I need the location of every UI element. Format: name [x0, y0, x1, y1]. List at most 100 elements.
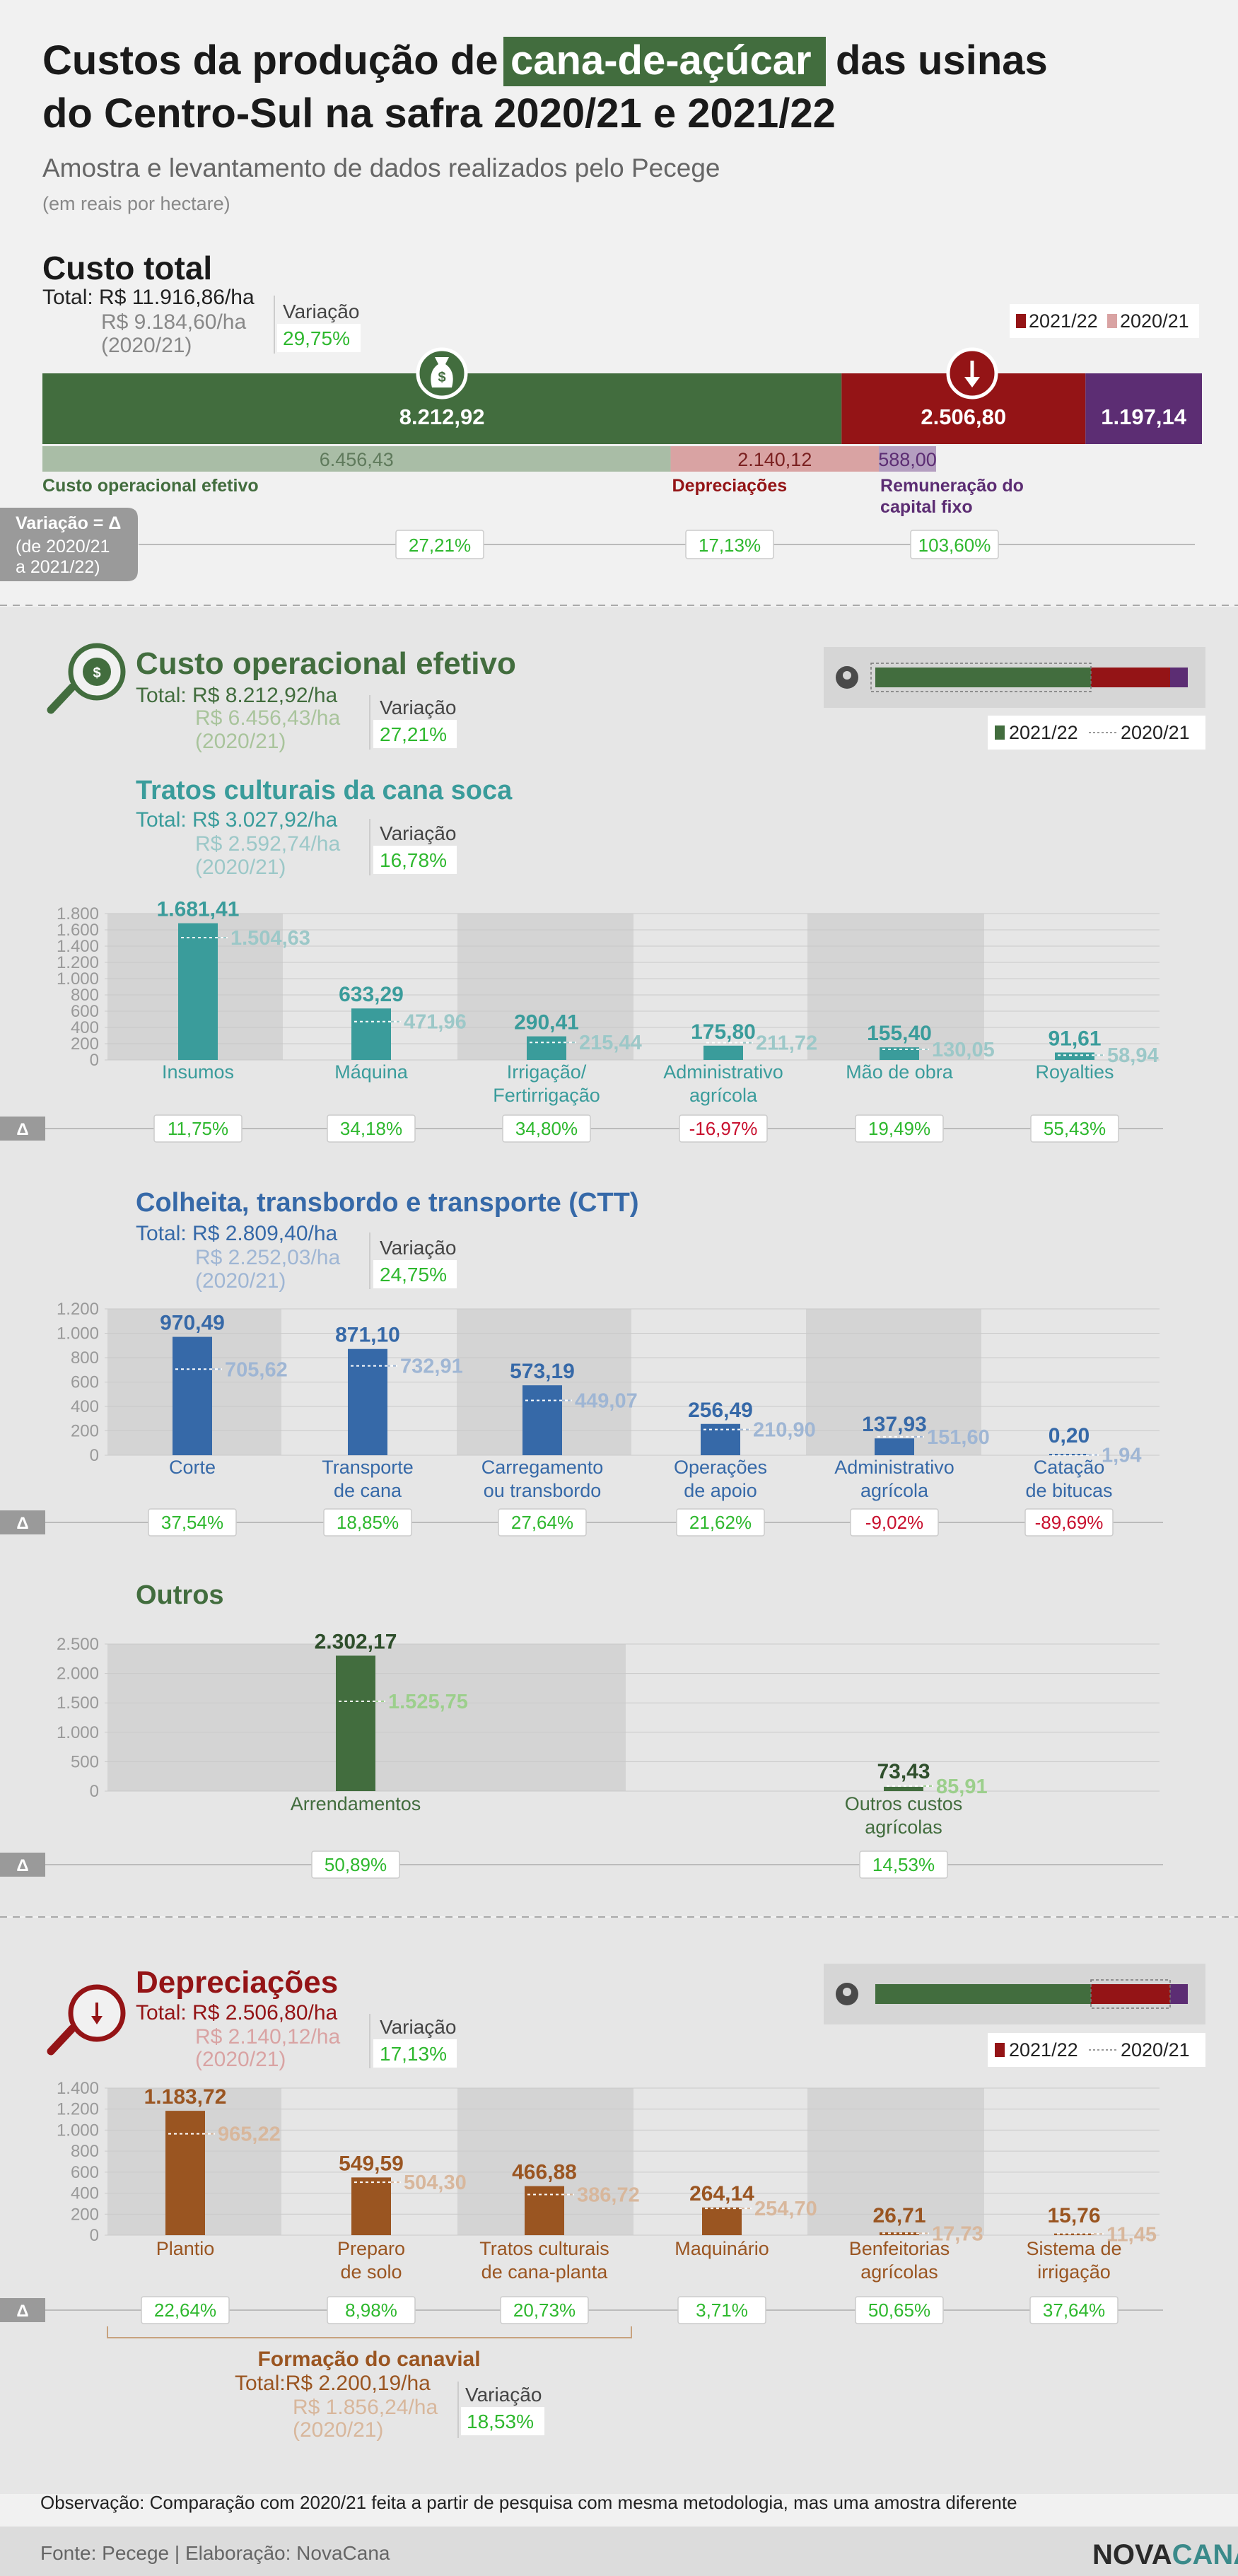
magnifier-down-arrow-icon	[47, 1984, 126, 2056]
ctt-total: Total: R$ 2.809,40/ha	[136, 1222, 338, 1245]
chart-2: 0 500 1.000 1.500 2.000 2.500 2.302,17 1.525,75…	[0, 1630, 1163, 1879]
variation-box	[500, 2296, 589, 2324]
variation-box	[679, 1114, 768, 1143]
variation-box	[855, 1114, 944, 1143]
variation-value: -89,69%	[1035, 1512, 1104, 1533]
bar-current	[173, 1336, 212, 1455]
coe-variation: 27,21%	[380, 723, 447, 745]
y-tick-label: 1.000	[57, 1723, 99, 1742]
delta-explainer: Variação = Δ (de 2020/21 a 2021/22)	[0, 508, 138, 581]
y-tick-label: 1.000	[57, 1324, 99, 1344]
title-highlight-bg	[503, 37, 826, 86]
legend-coe: 2021/22 2020/21	[988, 716, 1205, 750]
category-label: Transporte de cana	[322, 1457, 414, 1501]
variation-value: 55,43%	[1044, 1118, 1106, 1139]
y-tick-label: 1.400	[57, 937, 99, 956]
y-tick-label: 600	[71, 1373, 99, 1392]
coe-prev: R$ 6.456,43/ha	[195, 706, 340, 730]
depreciacoes-variation: 17,13%	[380, 2043, 447, 2065]
svg-text:2020/21: 2020/21	[1121, 2039, 1190, 2061]
tratos-variation-label: Variação	[380, 822, 456, 844]
y-tick-label: 1.000	[57, 2121, 99, 2140]
category-label: Maquinário	[675, 2238, 769, 2259]
coe-heading: Custo operacional efetivo	[136, 646, 516, 681]
category-label: Preparo de solo	[337, 2238, 405, 2283]
variation-box	[323, 1508, 412, 1537]
depreciacoes-variation-label: Variação	[380, 2016, 456, 2038]
prev-value-label: 151,60	[927, 1426, 990, 1449]
svg-text:2020/21: 2020/21	[1121, 722, 1190, 743]
unit-note: (em reais por hectare)	[42, 193, 230, 214]
svg-text:$: $	[438, 370, 445, 385]
variation-box	[850, 1508, 939, 1537]
y-tick-label: 500	[71, 1752, 99, 1771]
outros-heading: Outros	[136, 1580, 224, 1610]
custo-total-value: Total: R$ 11.916,86/ha	[42, 286, 255, 309]
y-tick-label: 800	[71, 2142, 99, 2161]
bar-value-label: 871,10	[335, 1324, 400, 1347]
y-tick-label: 1.500	[57, 1694, 99, 1713]
tratos-variation: 16,78%	[380, 849, 447, 871]
bar-current	[884, 1786, 923, 1791]
y-tick-label: 1.400	[57, 2079, 99, 2098]
delta-row-marker	[0, 2298, 45, 2322]
svg-text:2021/22: 2021/22	[1029, 310, 1098, 332]
prev-value-label: 1.504,63	[230, 927, 310, 950]
bar-current	[165, 2111, 205, 2235]
bar-value-label: 137,93	[862, 1413, 927, 1436]
footer-source: Fonte: Pecege | Elaboração: NovaCana	[40, 2542, 390, 2564]
y-tick-label: 0	[90, 1051, 99, 1070]
category-label: Carregamento ou transbordo	[481, 1457, 604, 1501]
y-tick-label: 1.000	[57, 969, 99, 989]
bar-current	[703, 1045, 743, 1060]
category-label: Benfeitorias agrícolas	[849, 2238, 950, 2283]
y-tick-label: 1.800	[57, 904, 99, 923]
variation-value: 19,49%	[868, 1118, 930, 1139]
variation-box	[327, 2296, 416, 2324]
bar-value-label: 73,43	[877, 1760, 930, 1783]
variation-value: -9,02%	[865, 1512, 923, 1533]
total-bar-prev-value-0: 6.456,43	[320, 449, 394, 470]
bar-current	[336, 1655, 375, 1791]
chart-band	[457, 914, 633, 1060]
variation-value: 20,73%	[513, 2300, 576, 2321]
custo-total-variation-label: Variação	[283, 301, 359, 322]
custo-total-prev-year: (2020/21)	[101, 334, 192, 357]
page-subtitle: Amostra e levantamento de dados realizad…	[42, 153, 720, 182]
total-bar-prev-value-1: 2.140,12	[737, 449, 812, 470]
category-label: Corte	[169, 1457, 216, 1478]
delta-row-marker	[0, 1117, 45, 1141]
bar-value-label: 1.681,41	[157, 898, 240, 921]
variation-value: 37,54%	[161, 1512, 223, 1533]
bar-value-label: 15,76	[1047, 2204, 1100, 2227]
down-arrow-icon	[946, 347, 998, 400]
delta-symbol: Δ	[16, 1856, 28, 1875]
bar-value-label: 466,88	[512, 2161, 577, 2184]
bar-value-label: 290,41	[514, 1011, 579, 1035]
magnifier-money-icon: $	[47, 643, 126, 714]
svg-text:(de 2020/21: (de 2020/21	[16, 537, 110, 556]
category-label: Insumos	[162, 1061, 234, 1083]
svg-text:2020/21: 2020/21	[1120, 310, 1189, 332]
variation-box	[1029, 2296, 1119, 2324]
bar-current	[525, 2186, 564, 2235]
variation-box	[855, 2296, 944, 2324]
bar-value-label: 633,29	[339, 983, 404, 1006]
variation-box	[141, 2296, 230, 2324]
variation-value: 22,64%	[154, 2300, 216, 2321]
bar-value-label: 0,20	[1049, 1424, 1090, 1447]
money-bag-icon: $	[416, 347, 468, 400]
title-highlight: cana-de-açúcar	[510, 37, 812, 83]
variation-box	[502, 1114, 591, 1143]
total-bar-value-2: 1.197,14	[1101, 404, 1186, 429]
category-label: Plantio	[156, 2238, 215, 2259]
prev-value-label: 1.525,75	[388, 1691, 468, 1713]
prev-value-label: 17,73	[932, 2222, 983, 2245]
coe-prev-year: (2020/21)	[195, 730, 286, 753]
y-tick-label: 1.200	[57, 2100, 99, 2119]
depreciacoes-prev: R$ 2.140,12/ha	[195, 2025, 340, 2048]
custo-total-variation: 29,75%	[283, 327, 350, 349]
ctt-variation: 24,75%	[380, 1264, 447, 1286]
